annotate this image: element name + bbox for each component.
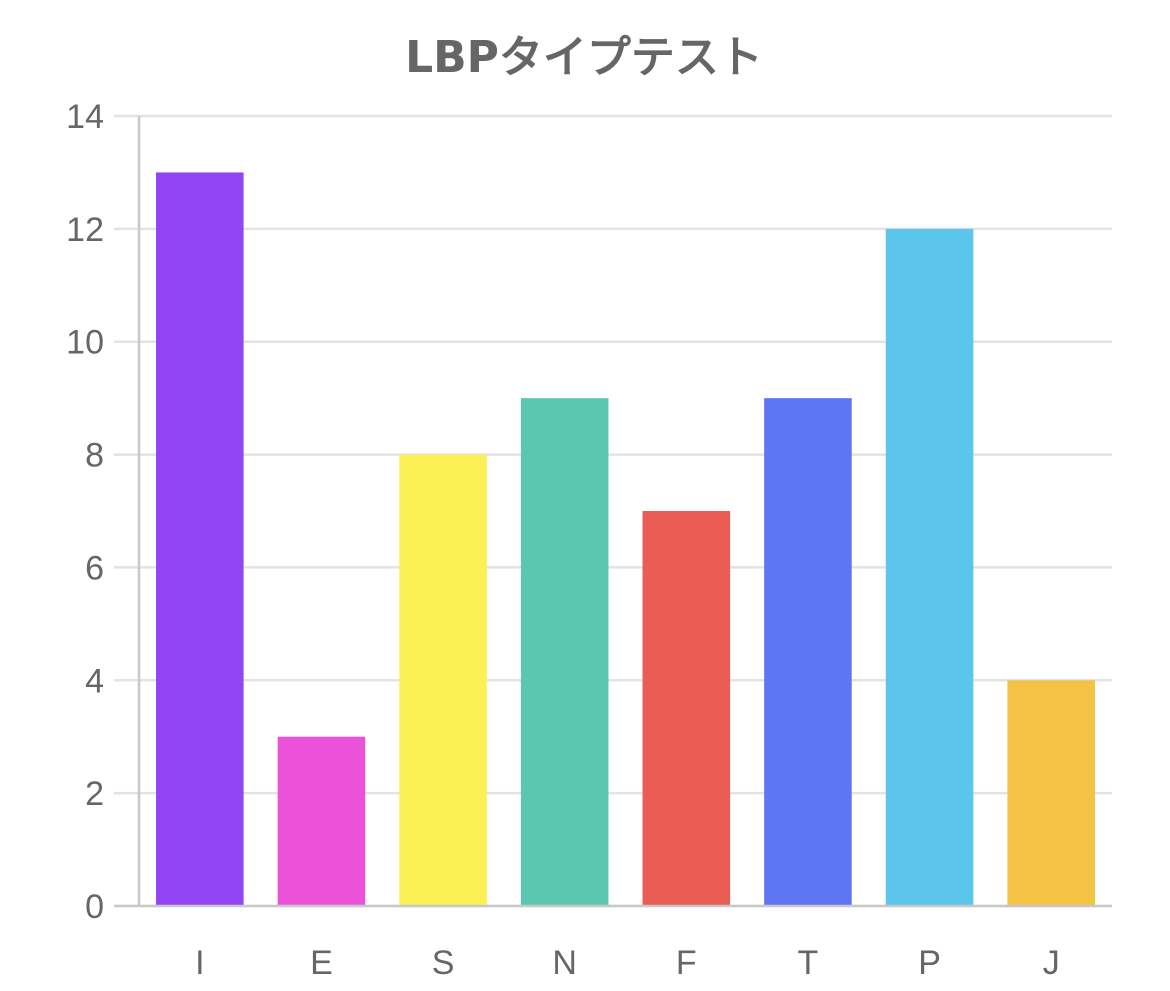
y-tick-label: 8	[85, 437, 104, 475]
y-tick-label: 2	[85, 775, 104, 813]
y-tick-label: 6	[85, 549, 104, 587]
x-tick-label: S	[432, 944, 455, 982]
bar-S[interactable]	[399, 454, 487, 906]
y-tick-label: 10	[66, 324, 104, 362]
x-tick-label: N	[552, 944, 577, 982]
y-tick-label: 0	[85, 888, 104, 926]
bars	[156, 172, 1095, 906]
y-tick-labels: 0 2 4 6 8 10 12 14	[66, 98, 104, 926]
x-tick-label: J	[1043, 944, 1060, 982]
x-tick-label: I	[195, 944, 204, 982]
y-tick-label: 14	[66, 98, 104, 136]
x-tick-label: F	[676, 944, 697, 982]
axes	[114, 116, 1112, 908]
chart-title: LBPタイプテスト	[405, 32, 763, 83]
bar-P[interactable]	[885, 228, 974, 906]
y-tick-label: 12	[66, 211, 104, 249]
bar-N[interactable]	[520, 398, 609, 906]
x-tick-label: E	[310, 944, 333, 982]
y-tick-label: 4	[85, 662, 104, 700]
bar-E[interactable]	[277, 736, 366, 906]
bar-I[interactable]	[156, 172, 244, 906]
bar-F[interactable]	[642, 511, 731, 906]
bar-J[interactable]	[1007, 680, 1095, 906]
bar-T[interactable]	[764, 398, 852, 906]
x-tick-label: P	[918, 944, 941, 982]
x-tick-label: T	[798, 944, 819, 982]
